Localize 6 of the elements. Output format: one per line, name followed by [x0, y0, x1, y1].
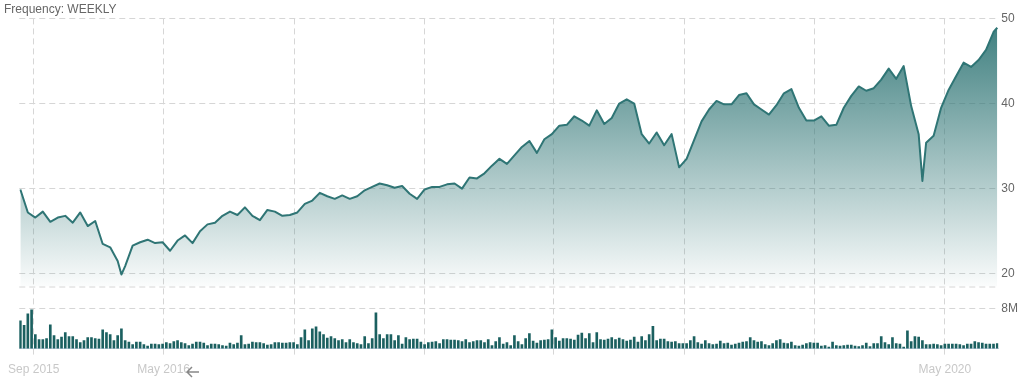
- y-tick-label: 40: [1001, 95, 1015, 110]
- y-tick-label: 50: [1001, 10, 1015, 25]
- y2-tick-label: 8M: [1001, 301, 1018, 316]
- chart-title: Frequency: WEEKLY: [4, 1, 117, 16]
- y-tick-label: 30: [1001, 180, 1015, 195]
- y-tick-label: 20: [1001, 266, 1015, 281]
